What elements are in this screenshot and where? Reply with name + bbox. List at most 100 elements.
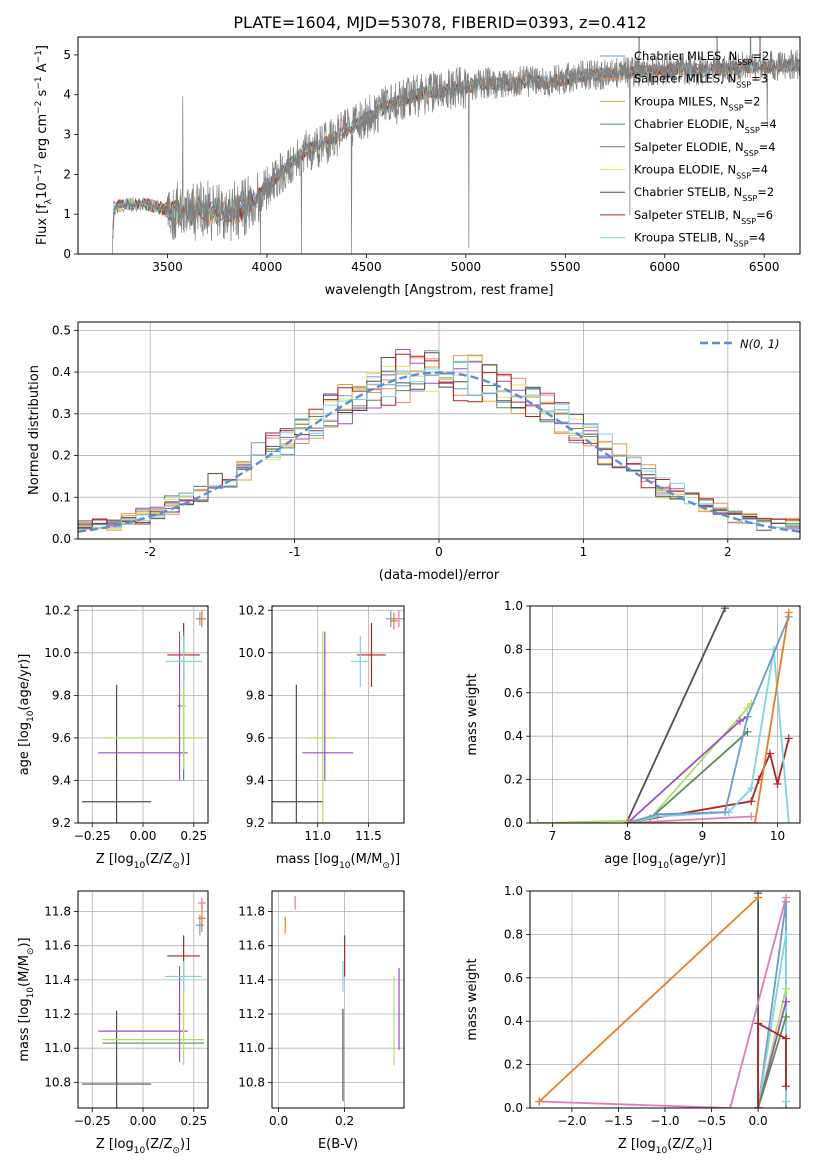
- tick-label-y: 10.8: [44, 1075, 71, 1089]
- tick-label-y: 10.8: [238, 1075, 265, 1089]
- tick-label-y: 10.0: [238, 646, 265, 660]
- x-axis-label: Z [log10(Z/Z⊙)]: [96, 852, 190, 871]
- legend-label: Chabrier ELODIE, NSSP=4: [634, 117, 777, 135]
- y-axis-label: mass [log10(M/M⊙)]: [17, 937, 36, 1061]
- weight-line: [626, 715, 748, 823]
- tick-label-y: 11.4: [238, 973, 265, 987]
- tick-label-x: 11.5: [355, 829, 382, 843]
- tick-label-y: 11.0: [238, 1041, 265, 1055]
- legend-label: Chabrier STELIB, NSSP=2: [634, 185, 774, 203]
- tick-label-x: −0.5: [697, 1114, 726, 1128]
- plot-area: [272, 610, 404, 823]
- axes-frame: [77, 605, 209, 824]
- tick-label-y: 9.6: [246, 731, 265, 745]
- tick-label-y: 4: [63, 88, 71, 102]
- tick-label-y: 2: [63, 167, 71, 181]
- tick-label-x: 2: [724, 545, 732, 559]
- tick-label-y: 1.0: [504, 599, 523, 613]
- tick-label-x: 0.2: [335, 1114, 354, 1128]
- y-axis-label: age [log10(age/yr)]: [17, 654, 36, 776]
- panel-age-Z: −0.25 0.00 0.25 9.2 9.4 9.6 9.8 10.0 10.2 Z [log1…: [17, 603, 209, 871]
- tick-label-x: 9: [699, 829, 707, 843]
- tick-label-y: 0.1: [52, 490, 71, 504]
- x-axis-label: E(B-V): [318, 1137, 358, 1152]
- panel-weight-Z: −2.0 −1.5 −1.0 −0.5 0.0 0.0 0.2 0.4 0.6 0.8 1.0 Z […: [465, 884, 801, 1156]
- tick-label-y: 3: [63, 128, 71, 142]
- tick-label-y: 9.2: [52, 816, 71, 830]
- weight-line: [538, 896, 759, 1103]
- axes-frame: [529, 605, 801, 824]
- panel-residuals: -2 -1 0 1 2 0.0 0.1 0.2 0.3 0.4 0.5 N(0, 1) (data-mo…: [27, 321, 801, 583]
- tick-label-x: 0.0: [749, 1114, 768, 1128]
- tick-label-y: 9.8: [246, 688, 265, 702]
- weight-line: [627, 815, 752, 823]
- tick-label-y: 11.6: [238, 939, 265, 953]
- plot-area: [82, 897, 206, 1108]
- panel-mass-EBV: 0.0 0.2 10.8 11.0 11.2 11.4 11.6 11.8 E(B-V): [238, 890, 405, 1152]
- weight-line: [757, 1021, 787, 1108]
- tick-label-y: 0.0: [52, 532, 71, 546]
- tick-label-y: 0: [63, 247, 71, 261]
- tick-label-x: −2.0: [557, 1114, 586, 1128]
- tick-label-y: 9.8: [52, 688, 71, 702]
- plot-area: [82, 610, 206, 823]
- tick-label-x: 5000: [451, 260, 482, 274]
- tick-label-x: -1: [289, 545, 301, 559]
- tick-label-x: 8: [624, 829, 632, 843]
- tick-label-x: −0.25: [74, 829, 111, 843]
- tick-label-y: 9.6: [52, 731, 71, 745]
- plot-area: [533, 606, 793, 823]
- axes-frame: [77, 36, 801, 255]
- gaussian-curve: [78, 371, 800, 533]
- tick-label-x: 5500: [550, 260, 581, 274]
- figure-title: PLATE=1604, MJD=53078, FIBERID=0393, z=0…: [233, 13, 646, 32]
- tick-label-x: 0.0: [269, 1114, 288, 1128]
- legend-label: Chabrier MILES, NSSP=2: [634, 49, 769, 67]
- tick-label-x: −1.5: [604, 1114, 633, 1128]
- tick-label-y: 11.8: [44, 905, 71, 919]
- tick-label-y: 11.0: [44, 1041, 71, 1055]
- legend-label: Kroupa ELODIE, NSSP=4: [634, 163, 768, 181]
- tick-label-y: 9.2: [246, 816, 265, 830]
- weight-line: [627, 612, 790, 823]
- tick-label-y: 0.5: [52, 323, 71, 337]
- legend: Chabrier MILES, NSSP=2 Salpeter MILES, NS…: [600, 49, 777, 248]
- chart-root: 3500 4000 4500 5000 5500 6000 6500 0 1 2 3 4 5 Chabri…: [17, 36, 801, 1156]
- tick-label-y: 0.2: [504, 773, 523, 787]
- tick-label-y: 0.6: [504, 686, 523, 700]
- panel-mass-Z: −0.25 0.00 0.25 10.8 11.0 11.2 11.4 11.6 11.8 Z […: [17, 890, 209, 1156]
- plot-area: [535, 891, 791, 1108]
- legend-label: Salpeter ELODIE, NSSP=4: [634, 140, 776, 158]
- x-axis-label: wavelength [Angstrom, rest frame]: [325, 283, 554, 298]
- weight-line: [627, 649, 790, 823]
- y-axis-label: Normed distribution: [27, 365, 42, 495]
- tick-label-x: 6500: [749, 260, 780, 274]
- y-axis-label: mass weight: [465, 958, 480, 1040]
- hist-series-8: [78, 360, 800, 531]
- tick-label-x: 0: [435, 545, 443, 559]
- tick-label-y: 10.0: [44, 646, 71, 660]
- tick-label-y: 0.8: [504, 642, 523, 656]
- tick-label-y: 0.0: [504, 816, 523, 830]
- tick-label-x: 4000: [252, 260, 283, 274]
- data-spectrum: [110, 37, 800, 254]
- tick-label-y: 0.4: [504, 729, 523, 743]
- tick-label-x: 7: [549, 829, 557, 843]
- weight-line: [539, 897, 787, 1108]
- plot-area: [284, 896, 400, 1102]
- y-axis-label: mass weight: [465, 673, 480, 755]
- legend-label: Kroupa MILES, NSSP=2: [634, 94, 760, 112]
- legend-label: N(0, 1): [740, 337, 780, 351]
- tick-label-y: 11.8: [238, 905, 265, 919]
- tick-label-x: 0.00: [130, 829, 157, 843]
- tick-label-y: 0.4: [52, 365, 71, 379]
- tick-label-y: 1: [63, 207, 71, 221]
- x-axis-label: (data-model)/error: [379, 568, 500, 583]
- panel-age-mass: 11.0 11.5 9.2 9.4 9.6 9.8 10.0 10.2 mass [log10(…: [238, 603, 405, 871]
- tick-label-y: 5: [63, 48, 71, 62]
- tick-label-x: 0.00: [130, 1114, 157, 1128]
- y-axis-label: Flux [fλ10−17 erg cm−2 s−1 A−1]: [34, 45, 54, 245]
- tick-label-y: 0.2: [52, 449, 71, 463]
- tick-label-y: 0.4: [504, 1014, 523, 1028]
